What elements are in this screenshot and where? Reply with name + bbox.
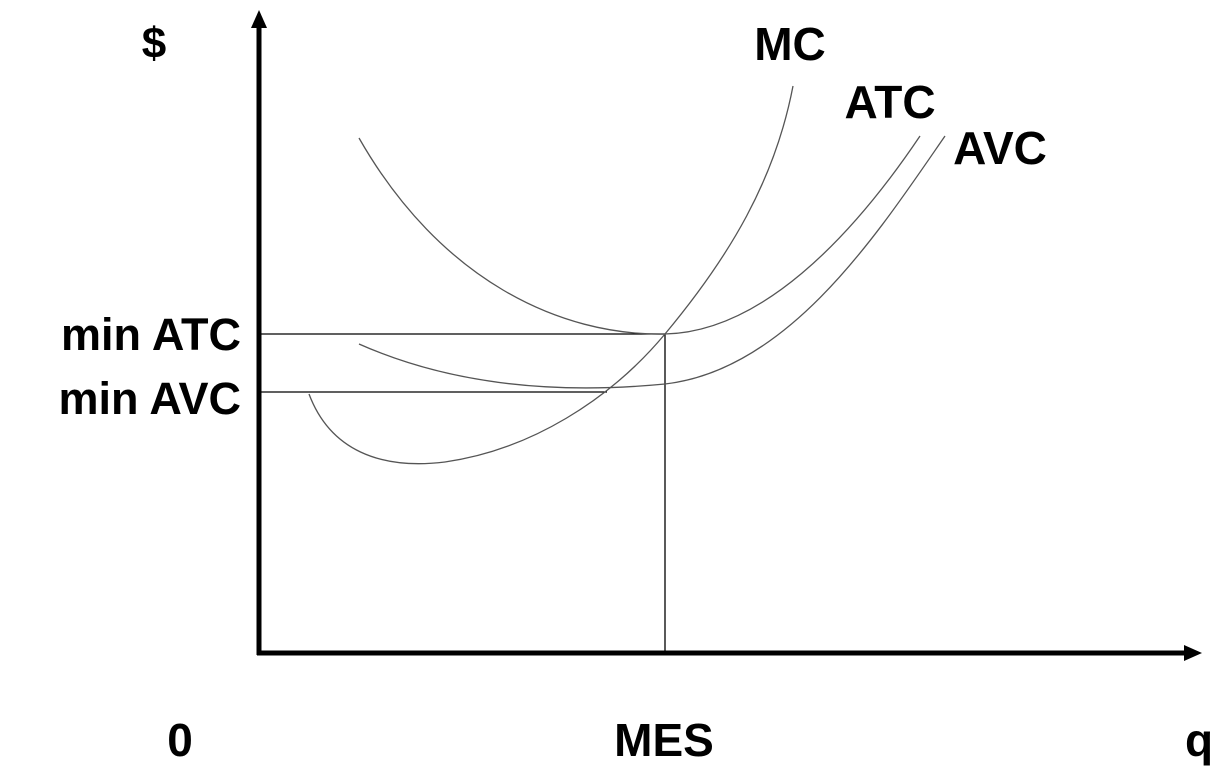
y-axis-label: $ [142,19,166,68]
mes-label: MES [614,714,714,766]
y-axis-arrowhead [251,10,267,28]
x-axis-arrowhead [1184,645,1202,661]
x-axis-label: q [1185,714,1213,766]
atc-label: ATC [844,76,935,128]
curves [308,85,946,465]
min-avc-label: min AVC [58,373,241,424]
mc-label: MC [754,18,826,70]
avc-curve [358,135,946,389]
axes [251,10,1202,661]
labels: $ MC ATC AVC min ATC min AVC 0 MES q [58,18,1213,766]
guide-lines [259,333,666,653]
avc-label: AVC [953,122,1047,174]
min-atc-label: min ATC [61,309,241,360]
atc-curve [358,135,921,335]
origin-label: 0 [167,714,193,766]
mc-curve [308,85,794,465]
